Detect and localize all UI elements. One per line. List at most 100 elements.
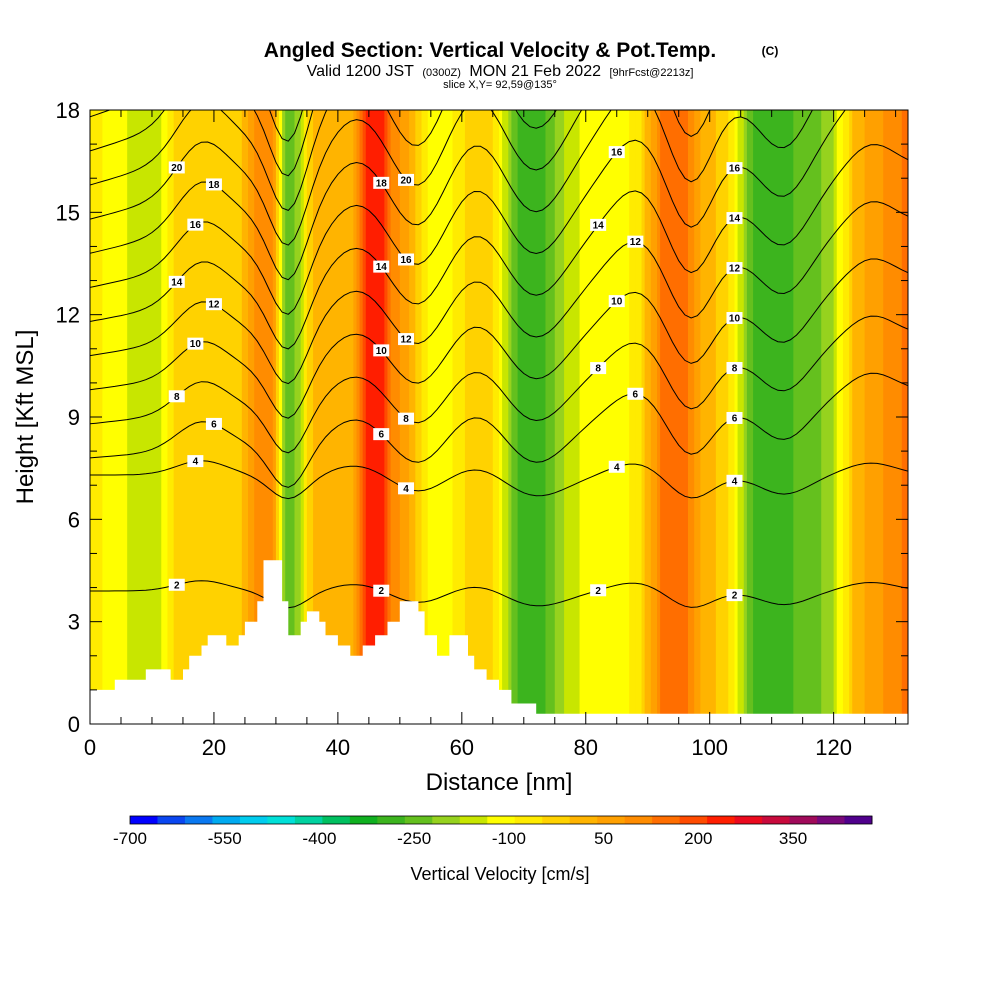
velocity-cell [759,110,763,724]
velocity-cell [477,110,482,724]
colorbar-swatch [349,816,378,824]
velocity-cell [325,110,330,724]
velocity-cell [753,110,757,724]
velocity-cell [201,110,206,724]
velocity-cell [557,110,562,724]
velocity-cell [124,110,128,724]
velocity-cell [514,110,519,724]
velocity-cell [607,110,612,724]
velocity-cell [784,110,788,724]
x-tick-label: 0 [84,735,96,760]
colorbar-swatch [322,816,351,824]
x-axis-label: Distance [nm] [426,769,573,796]
velocity-cell [300,110,305,724]
colorbar-label: Vertical Velocity [cm/s] [410,864,589,884]
isentrope-label-bg [608,460,625,473]
velocity-cell [873,110,878,724]
velocity-cell [533,110,537,724]
colorbar-tick-label: -550 [208,829,242,848]
velocity-cell [818,110,822,724]
velocity-cell [669,110,674,724]
velocity-cell [213,110,218,724]
isentrope-label-bg [627,235,644,248]
colorbar-swatch [459,816,488,824]
isentrope-label-bg [205,178,222,191]
velocity-cell [647,110,652,724]
isentrope-label: 14 [590,218,607,231]
colorbar-swatch [377,816,406,824]
isentrope-line [90,144,908,350]
x-tick-label: 120 [815,735,852,760]
colorbar-tick-label: 200 [684,829,712,848]
velocity-cell [269,110,274,724]
velocity-cell [446,110,451,724]
velocity-cell [629,110,633,724]
velocity-cell [217,110,221,724]
isentrope-label-bg [168,578,185,591]
velocity-cell [356,110,361,724]
velocity-cell [468,110,472,724]
colorbar-tick-label: -250 [397,829,431,848]
velocity-cell [526,110,531,724]
isentrope-line [90,315,908,454]
isentrope-label-bg [608,146,625,159]
isentrope-line [90,201,908,385]
velocity-cell [499,110,503,724]
isentrope-label-bg [726,589,743,602]
colorbar-swatch [157,816,186,824]
velocity-cell [275,110,280,724]
velocity-cell [610,110,615,724]
isentrope-label-text: 20 [171,163,183,174]
velocity-cell [309,110,314,724]
y-tick-label: 12 [56,303,80,328]
isentrope-line [90,580,908,609]
isentrope-label: 16 [187,218,204,231]
colorbar-tick-label: -100 [492,829,526,848]
velocity-cell [517,110,522,724]
velocity-cell [787,110,791,724]
velocity-cell [461,110,466,724]
isentrope-label-bg [187,337,204,350]
isentrope-label-bg [726,212,743,225]
velocity-cell [474,110,478,724]
velocity-cell [694,110,698,724]
colorbar-swatch [844,816,873,824]
velocity-cell [238,110,243,724]
colorbar-swatch [432,816,461,824]
isentrope-label: 8 [398,412,415,425]
isentrope-label-text: 12 [630,237,642,248]
colorbar: -700 -550 -400 -250 -100 50 200 350 [113,815,873,848]
velocity-cell [189,110,193,724]
velocity-cell [542,110,547,724]
vertical-velocity-shading [90,110,908,724]
isentrope-label: 20 [168,161,185,174]
velocity-cell [821,110,825,724]
velocity-cell [334,110,339,724]
velocity-cell [440,110,444,724]
velocity-cell [458,110,463,724]
isentrope-label: 6 [726,411,743,424]
velocity-cell [102,110,107,724]
velocity-cell [790,110,794,724]
velocity-cell [598,110,602,724]
velocity-cell [722,110,726,724]
isentrope-label: 12 [726,262,743,275]
velocity-cell [105,110,110,724]
velocity-cell [536,110,540,724]
velocity-cell [108,110,113,724]
velocity-cell [331,110,336,724]
velocity-cell [241,110,246,724]
velocity-cell [433,110,438,724]
colorbar-tick-label: 50 [594,829,613,848]
isentrope-label-bg [726,262,743,275]
x-tick-label: 60 [450,735,474,760]
isentrope-label: 8 [590,362,607,375]
colorbar-swatch [130,816,158,824]
velocity-cell [703,110,708,724]
subtitle-date: MON 21 Feb 2022 [469,63,601,80]
velocity-cell [638,110,643,724]
velocity-cell [616,110,621,724]
velocity-cell [588,110,593,724]
velocity-cell [251,110,255,724]
velocity-cell [827,110,832,724]
